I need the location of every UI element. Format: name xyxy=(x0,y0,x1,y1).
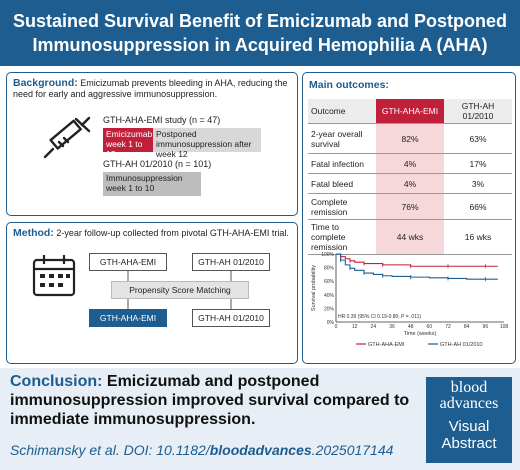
ah-cell: 63% xyxy=(444,123,512,154)
study1-emicizumab-bar: Emicizumab week 1 to 12 xyxy=(103,128,153,159)
x-axis-title: Time (weeks) xyxy=(404,331,437,337)
table-row: Complete remission 76% 66% xyxy=(308,193,512,220)
legend-label: GTH-AHA-EMI xyxy=(368,342,405,348)
y-tick-label: 80% xyxy=(324,266,335,272)
outcomes-table: Outcome GTH-AHA-EMI GTH-AH 01/2010 2-yea… xyxy=(308,99,512,255)
background-label: Background: xyxy=(13,77,78,89)
table-row: Fatal infection 4% 17% xyxy=(308,153,512,174)
y-tick-label: 60% xyxy=(324,279,335,285)
x-tick-label: 12 xyxy=(352,324,358,330)
study1-postponed-bar: Postponed immunosuppression after week 1… xyxy=(153,128,261,159)
propensity-score-matching-box: Propensity Score Matching xyxy=(111,281,249,299)
outcome-cell: Complete remission xyxy=(308,193,376,220)
ah-cell: 16 wks xyxy=(444,219,512,255)
blood-advances-logo: blood advances Visual Abstract xyxy=(426,377,512,463)
citation-suffix: .2025017144 xyxy=(311,442,394,458)
citation: Schimansky et al. DOI: 10.1182/bloodadva… xyxy=(10,442,393,458)
table-row: Fatal bleed 4% 3% xyxy=(308,173,512,194)
calendar-icon xyxy=(32,255,76,297)
y-tick-label: 0% xyxy=(327,320,335,326)
y-tick-label: 40% xyxy=(324,293,335,299)
citation-journal: bloodadvances xyxy=(209,442,312,458)
outcome-cell: 2-year overall survival xyxy=(308,123,376,154)
flow-connectors xyxy=(127,271,232,309)
emi-cell: 82% xyxy=(376,123,444,154)
header-outcome: Outcome xyxy=(308,99,376,124)
outcome-cell: Fatal bleed xyxy=(308,173,376,194)
study2-immunosuppression-bar: Immunosuppression week 1 to 10 xyxy=(103,172,201,196)
legend-label: GTH-AH 01/2010 xyxy=(440,342,483,348)
flow-box-emi-top: GTH-AHA-EMI xyxy=(89,253,167,271)
x-tick-label: 36 xyxy=(389,324,395,330)
citation-prefix: Schimansky et al. DOI: 10.1182/ xyxy=(10,442,210,458)
conclusion-text: Conclusion: Emicizumab and postponed imm… xyxy=(10,372,412,429)
method-panel: Method: 2-year follow-up collected from … xyxy=(6,222,298,364)
flow-box-ah-bottom: GTH-AH 01/2010 xyxy=(192,309,270,327)
ah-cell: 3% xyxy=(444,173,512,194)
flow-box-emi-bottom: GTH-AHA-EMI xyxy=(89,309,167,327)
logo-line-1: blood xyxy=(450,379,488,396)
x-tick-label: 24 xyxy=(371,324,377,330)
logo-line-2: advances xyxy=(439,395,499,412)
background-panel: Background: Emicizumab prevents bleeding… xyxy=(6,72,298,216)
header-ah: GTH-AH 01/2010 xyxy=(444,99,512,124)
x-tick-label: 0 xyxy=(335,324,338,330)
emi-cell: 4% xyxy=(376,153,444,174)
x-tick-label: 84 xyxy=(464,324,470,330)
survival-chart: 0% 20% 40% 60% 80% 100% 0 12 24 36 48 60 72 84 96 108 Ti… xyxy=(311,252,509,348)
ah-cell: 17% xyxy=(444,153,512,174)
emi-cell: 4% xyxy=(376,173,444,194)
x-tick-label: 108 xyxy=(500,324,509,330)
table-header-row: Outcome GTH-AHA-EMI GTH-AH 01/2010 xyxy=(308,99,512,124)
outcomes-title: Main outcomes: xyxy=(309,79,389,91)
ah-cell: 66% xyxy=(444,193,512,220)
outcome-cell: Time to complete remission xyxy=(308,219,376,255)
conclusion-label: Conclusion: xyxy=(10,373,103,390)
emi-cell: 44 wks xyxy=(376,219,444,255)
background-body: Emicizumab prevents bleeding in AHA, red… xyxy=(13,78,288,99)
x-tick-label: 48 xyxy=(408,324,414,330)
conclusion-body: Emicizumab and postponed immunosuppressi… xyxy=(10,373,410,428)
outcome-cell: Fatal infection xyxy=(308,153,376,174)
logo-line-3: Visual xyxy=(448,418,490,435)
logo-line-4: Abstract xyxy=(441,435,497,452)
hazard-ratio-annotation: HR 0.39 (95% CI 0.19-0.80; P = .011) xyxy=(338,314,421,320)
header-emi: GTH-AHA-EMI xyxy=(376,99,444,124)
y-tick-label: 20% xyxy=(324,306,335,312)
table-row: 2-year overall survival 82% 63% xyxy=(308,123,512,154)
survival-curve-emi xyxy=(336,253,498,267)
title-line-2: Immunosuppression in Acquired Hemophilia… xyxy=(32,35,488,55)
x-tick-label: 60 xyxy=(427,324,433,330)
title-line-1: Sustained Survival Benefit of Emicizumab… xyxy=(12,11,508,31)
background-text: Background: Emicizumab prevents bleeding… xyxy=(13,78,293,100)
study2-title: GTH-AH 01/2010 (n = 101) xyxy=(103,159,212,169)
emi-cell: 76% xyxy=(376,193,444,220)
x-tick-label: 72 xyxy=(445,324,451,330)
study1-title: GTH-AHA-EMI study (n = 47) xyxy=(103,115,221,125)
title-banner: Sustained Survival Benefit of Emicizumab… xyxy=(0,0,520,66)
method-label: Method: xyxy=(13,227,54,239)
syringe-icon xyxy=(43,116,91,159)
method-text: Method: 2-year follow-up collected from … xyxy=(13,228,293,239)
method-body: 2-year follow-up collected from pivotal … xyxy=(56,228,289,238)
table-row: Time to complete remission 44 wks 16 wks xyxy=(308,219,512,255)
y-axis-title: Survival probability xyxy=(311,265,317,311)
flow-box-ah-top: GTH-AH 01/2010 xyxy=(192,253,270,271)
x-tick-label: 96 xyxy=(483,324,489,330)
y-tick-label: 100% xyxy=(321,252,334,258)
